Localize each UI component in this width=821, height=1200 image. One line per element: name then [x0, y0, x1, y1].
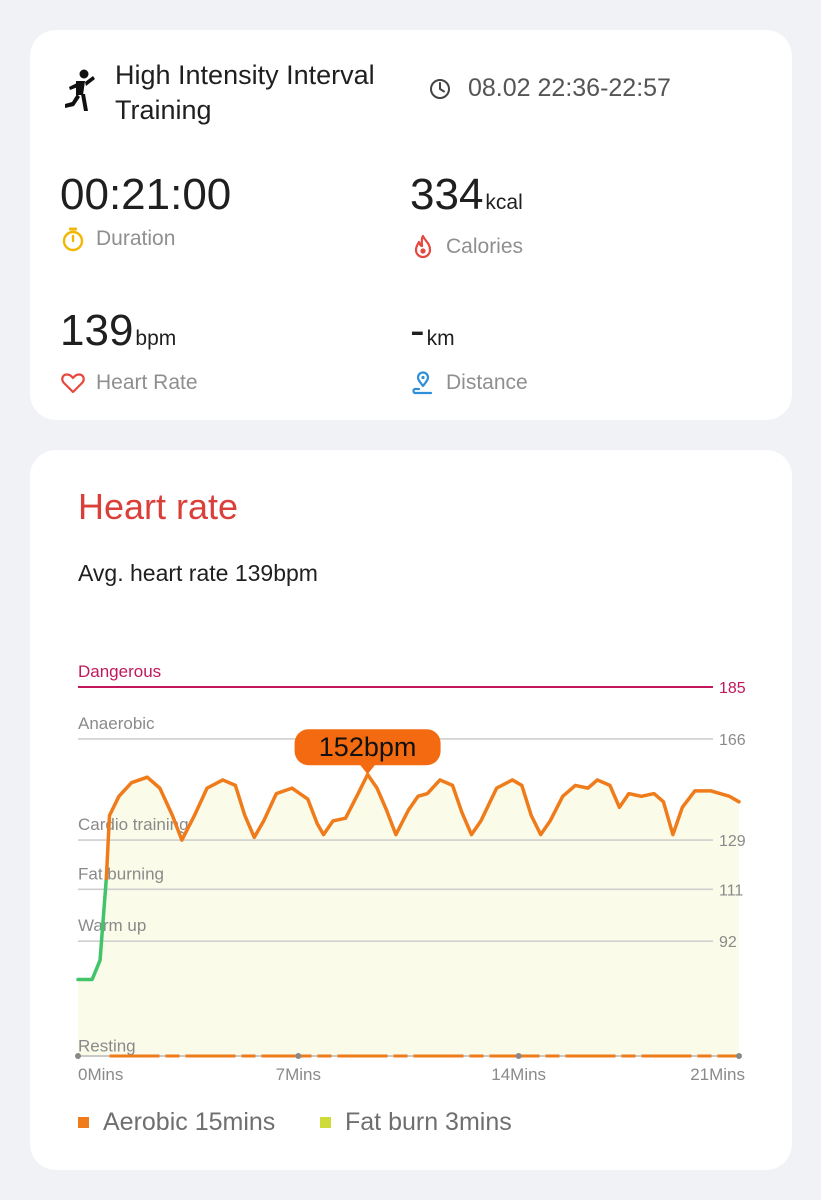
calories-metric: 334kcal Calories — [410, 170, 523, 260]
heart-rate-chart: 185 Dangerous 166 Anaerobic 129 Cardio traini… — [75, 662, 746, 1084]
zone-label: Dangerous — [78, 662, 161, 681]
x-tick-dot — [736, 1053, 742, 1059]
zone-label: Resting — [78, 1036, 136, 1055]
location-pin-icon — [412, 371, 433, 395]
zone-threshold-value: 129 — [719, 833, 746, 850]
legend-fat-burn: Fat burn 3mins — [320, 1108, 512, 1137]
legend-fat-burn-label: Fat burn 3mins — [345, 1108, 512, 1136]
calories-value: 334 — [410, 170, 484, 219]
zone-threshold-value: 92 — [719, 934, 737, 951]
heart-rate-metric: 139bpm Heart Rate — [60, 306, 198, 396]
distance-metric: -km Distance — [410, 306, 528, 396]
zone-threshold-value: 166 — [719, 732, 746, 749]
heart-rate-label: Heart Rate — [96, 371, 198, 394]
peak-bubble — [294, 729, 441, 766]
zone-threshold-value: 111 — [719, 882, 743, 899]
legend-aerobic: Aerobic 15mins — [78, 1108, 275, 1137]
zone-label: Anaerobic — [78, 714, 155, 733]
heart-rate-unit: bpm — [135, 327, 177, 350]
peak-value-label: 152bpm — [319, 732, 417, 762]
zone-label: Warm up — [78, 916, 146, 935]
x-tick-dot — [515, 1053, 522, 1059]
fat-burn-swatch — [320, 1117, 331, 1128]
average-heart-rate: Avg. heart rate 139bpm — [78, 560, 318, 586]
distance-label: Distance — [446, 371, 528, 394]
x-tick-dot — [295, 1053, 302, 1059]
heart-rate-line — [104, 772, 741, 881]
hiit-running-icon — [65, 69, 95, 111]
stopwatch-icon — [62, 227, 84, 252]
workout-time: 08.02 22:36-22:57 — [428, 74, 671, 103]
x-tick-label: 7Mins — [276, 1065, 321, 1084]
flame-icon — [414, 234, 432, 259]
zone-label: Cardio training — [78, 815, 189, 834]
heart-rate-value: 139 — [60, 306, 134, 355]
x-tick-dot — [75, 1053, 81, 1059]
heart-rate-card: Heart rate Avg. heart rate 139bpm 185 Dan… — [30, 450, 792, 1170]
aerobic-swatch — [78, 1117, 89, 1128]
heart-rate-line-warmup — [76, 876, 109, 982]
distance-unit: km — [426, 327, 455, 350]
x-tick-label: 14Mins — [491, 1065, 546, 1084]
x-tick-label: 0Mins — [78, 1065, 123, 1084]
zone-label: Fat burning — [78, 864, 164, 883]
legend-aerobic-label: Aerobic 15mins — [103, 1108, 276, 1136]
x-tick-label: 21Mins — [690, 1065, 745, 1084]
zone-threshold-value: 185 — [719, 680, 746, 697]
duration-value: 00:21:00 — [60, 170, 232, 219]
heart-rate-title: Heart rate — [78, 486, 239, 527]
clock-icon — [430, 78, 450, 99]
workout-summary-card: High Intensity Interval Training 08.02 2… — [30, 30, 792, 420]
peak-bubble-pointer — [359, 764, 376, 775]
time-range: 08.02 22:36-22:57 — [468, 74, 671, 102]
chart-area-fill — [78, 774, 739, 1056]
calories-unit: kcal — [485, 191, 523, 214]
duration-label: Duration — [96, 227, 176, 250]
workout-name: High Intensity Interval Training — [115, 60, 375, 125]
calories-label: Calories — [446, 235, 524, 258]
heart-icon — [61, 373, 85, 394]
duration-metric: 00:21:00 Duration — [60, 170, 231, 252]
distance-value: - — [410, 306, 425, 355]
